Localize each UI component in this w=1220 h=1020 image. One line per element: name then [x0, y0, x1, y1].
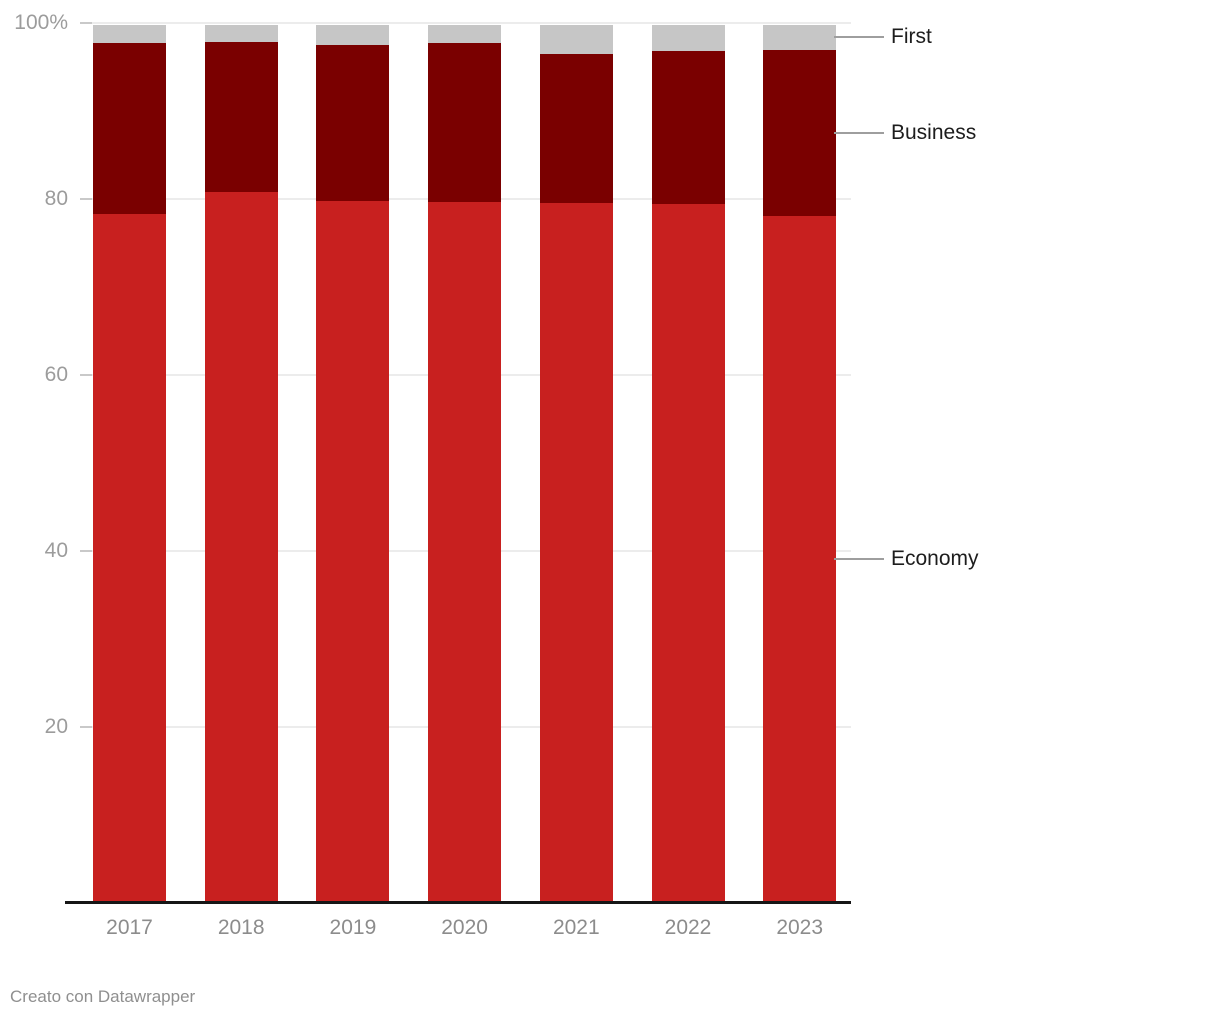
bar-segment-business-2020[interactable] — [428, 42, 502, 203]
bar-segment-first-2019[interactable] — [316, 25, 390, 46]
x-axis-label-2023: 2023 — [776, 916, 824, 939]
legend-item-business: Business — [834, 121, 976, 145]
bar-segment-business-2018[interactable] — [204, 41, 278, 192]
bar-segment-first-2021[interactable] — [539, 25, 613, 54]
gridline-100 — [80, 22, 851, 24]
legend-connector-line — [834, 36, 884, 39]
legend-label-business: Business — [891, 120, 977, 144]
bar-segment-economy-2021[interactable] — [539, 203, 613, 903]
legend-connector-line — [834, 558, 884, 561]
bar-2021 — [539, 25, 613, 903]
y-axis-tick-mark-60 — [80, 374, 92, 376]
bar-segment-economy-2022[interactable] — [651, 204, 725, 903]
bar-segment-first-2023[interactable] — [763, 25, 837, 50]
datawrapper-credit: Creato con Datawrapper — [10, 987, 196, 1006]
bar-segment-first-2017[interactable] — [93, 25, 166, 43]
bar-2018 — [204, 25, 278, 903]
legend-connector-line — [834, 131, 884, 134]
bar-segment-economy-2018[interactable] — [204, 191, 278, 903]
x-axis-label-2018: 2018 — [217, 916, 265, 939]
bar-segment-first-2022[interactable] — [651, 25, 725, 52]
bar-segment-business-2019[interactable] — [316, 45, 390, 201]
bar-segment-economy-2017[interactable] — [93, 213, 166, 903]
bar-segment-economy-2020[interactable] — [428, 202, 502, 903]
y-axis-tick-mark-80 — [80, 198, 92, 200]
x-axis-label-2020: 2020 — [441, 916, 488, 939]
bar-segment-business-2022[interactable] — [651, 51, 725, 205]
y-axis-tick-mark-40 — [80, 550, 92, 552]
legend-label-economy: Economy — [891, 547, 979, 571]
bar-segment-first-2020[interactable] — [428, 25, 502, 43]
y-axis-tick-label-80: 80 — [44, 187, 68, 210]
bar-segment-business-2017[interactable] — [93, 42, 166, 214]
y-axis-tick-label-40: 40 — [44, 539, 68, 562]
x-axis-label-2019: 2019 — [329, 916, 377, 939]
y-axis-tick-label-100: 100% — [14, 11, 68, 34]
y-axis-tick-label-20: 20 — [44, 715, 68, 738]
x-axis-label-2022: 2022 — [664, 916, 712, 939]
bar-segment-business-2023[interactable] — [763, 49, 837, 216]
bar-2019 — [316, 25, 390, 903]
bar-2017 — [93, 25, 166, 903]
bar-segment-first-2018[interactable] — [204, 25, 278, 42]
legend-item-first: First — [834, 25, 932, 49]
legend-item-economy: Economy — [834, 547, 979, 571]
x-axis-label-2021: 2021 — [552, 916, 600, 939]
bar-segment-business-2021[interactable] — [539, 53, 613, 204]
bar-2023 — [763, 25, 837, 903]
x-axis-label-2017: 2017 — [106, 916, 153, 939]
y-axis-tick-label-60: 60 — [44, 363, 68, 386]
legend-label-first: First — [891, 25, 932, 49]
bar-segment-economy-2019[interactable] — [316, 200, 390, 903]
bar-2022 — [651, 25, 725, 903]
bar-2020 — [428, 25, 502, 903]
bar-segment-economy-2023[interactable] — [763, 215, 837, 903]
y-axis-tick-mark-20 — [80, 726, 92, 728]
x-axis-baseline — [65, 901, 851, 904]
y-axis-tick-mark-100 — [80, 22, 92, 24]
